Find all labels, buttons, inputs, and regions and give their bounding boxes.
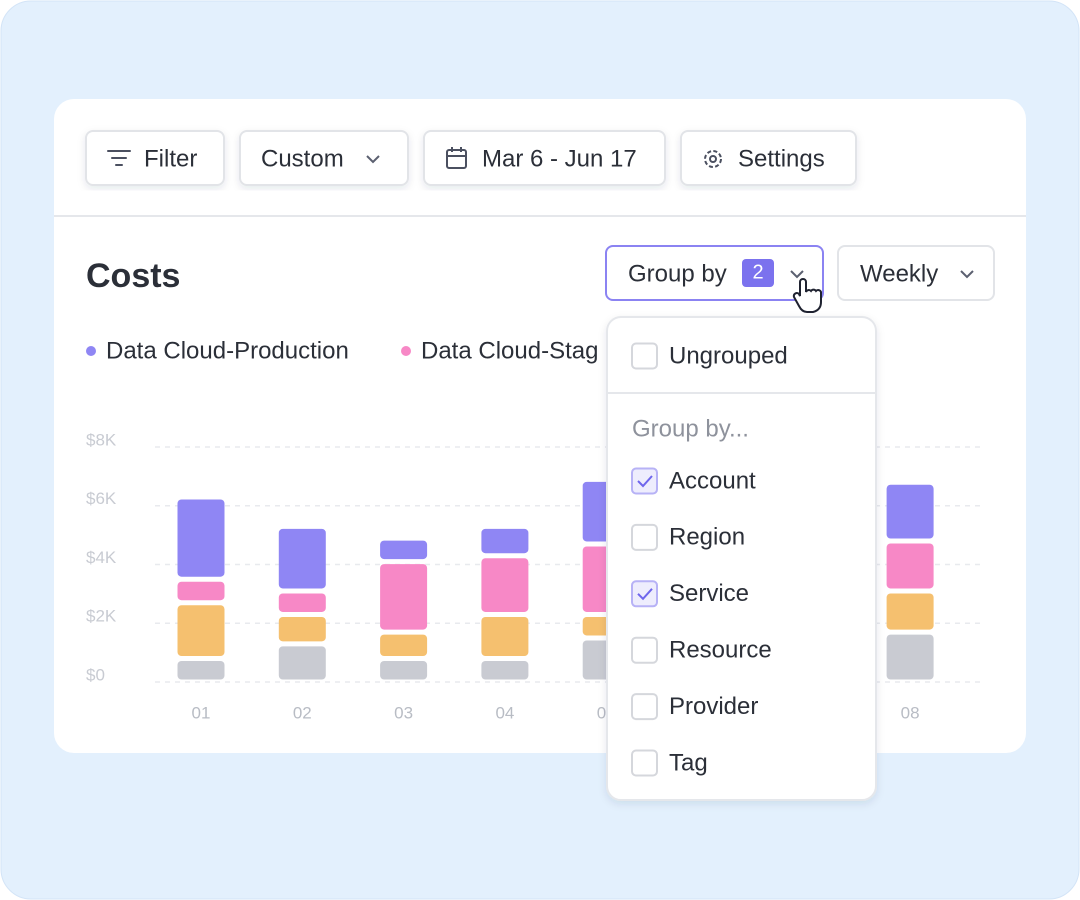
menu-item[interactable]: Provider <box>631 693 758 721</box>
bar-segment <box>380 661 428 680</box>
cursor <box>792 278 822 313</box>
bar-segment <box>481 616 529 656</box>
menu-item[interactable]: Service <box>631 580 749 608</box>
legend-label: Data Cloud-Stag <box>421 337 598 364</box>
menu-item[interactable]: Region <box>631 523 745 551</box>
legend-label: Data Cloud-Production <box>106 337 349 364</box>
button-label: Custom <box>261 145 344 172</box>
y-tick-label: $0 <box>86 665 105 684</box>
bar-segment <box>278 593 326 612</box>
menu-item-label: Provider <box>669 693 758 720</box>
bar-segment <box>481 558 529 612</box>
menu-item-label: Ungrouped <box>669 342 788 369</box>
checkmark <box>637 475 653 488</box>
group-by-button[interactable]: Group by 2 <box>605 245 824 301</box>
date-button[interactable]: Mar 6 - Jun 17 <box>423 130 666 186</box>
checkbox[interactable] <box>631 523 658 551</box>
menu-item-label: Region <box>669 524 745 551</box>
bar-segment <box>380 540 428 560</box>
bar-segment <box>886 593 934 630</box>
menu-item-label: Resource <box>669 637 772 664</box>
bar-segment <box>886 543 934 589</box>
bar-segment <box>380 634 428 656</box>
bar-segment <box>177 581 225 601</box>
count: 2 <box>752 261 763 283</box>
x-tick-label: 08 <box>901 703 920 722</box>
custom-button[interactable]: Custom <box>239 130 409 186</box>
menu-item[interactable]: Ungrouped <box>631 342 788 370</box>
filter-button[interactable]: Filter <box>85 130 225 186</box>
menu-item-label: Tag <box>669 749 708 776</box>
count-badge <box>742 259 774 287</box>
legend-marker <box>401 346 411 356</box>
checkbox[interactable] <box>631 693 658 721</box>
checkbox[interactable] <box>631 467 658 495</box>
button-label: Mar 6 - Jun 17 <box>482 145 637 172</box>
y-tick-label: $2K <box>86 607 117 626</box>
menu-item[interactable]: Tag <box>631 749 708 777</box>
x-tick-label: 01 <box>192 703 211 722</box>
bar-segment <box>481 661 529 680</box>
bar-segment <box>886 484 934 539</box>
menu-item-label: Account <box>669 467 756 494</box>
checkbox[interactable] <box>631 749 658 777</box>
y-tick-label: $4K <box>86 548 117 567</box>
y-tick-label: $6K <box>86 489 117 508</box>
interval-button[interactable]: Weekly <box>837 245 995 301</box>
bar-segment <box>278 616 326 642</box>
menu-item-label: Service <box>669 580 749 607</box>
menu-item[interactable]: Account <box>631 467 756 495</box>
menu-section-label: Group by... <box>632 415 749 442</box>
x-tick-label: 02 <box>293 703 312 722</box>
bar-segment <box>177 661 225 680</box>
bar-segment <box>380 564 428 630</box>
section-title: Costs <box>86 257 180 295</box>
dropdown-menu: Group by... Ungrouped Account Region Servic… <box>606 316 877 801</box>
checkmark <box>637 588 653 601</box>
menu-item[interactable]: Resource <box>631 636 772 664</box>
button-label: Settings <box>738 145 825 172</box>
checkbox[interactable] <box>631 342 658 370</box>
bar-segment <box>886 634 934 680</box>
bar-segment <box>481 528 529 554</box>
x-tick-label: 03 <box>394 703 413 722</box>
bar-segment <box>278 528 326 589</box>
bar-segment <box>177 605 225 656</box>
bar-segment <box>177 499 225 577</box>
button-label: Weekly <box>860 260 938 287</box>
checkbox[interactable] <box>631 636 658 664</box>
settings-button[interactable]: Settings <box>680 130 857 186</box>
button-label: Filter <box>144 145 197 172</box>
checkbox[interactable] <box>631 580 658 608</box>
y-tick-label: $8K <box>86 430 117 449</box>
bar-segment <box>278 646 326 680</box>
x-tick-label: 04 <box>495 703 514 722</box>
button-label: Group by <box>628 260 727 287</box>
legend-marker <box>86 346 96 356</box>
